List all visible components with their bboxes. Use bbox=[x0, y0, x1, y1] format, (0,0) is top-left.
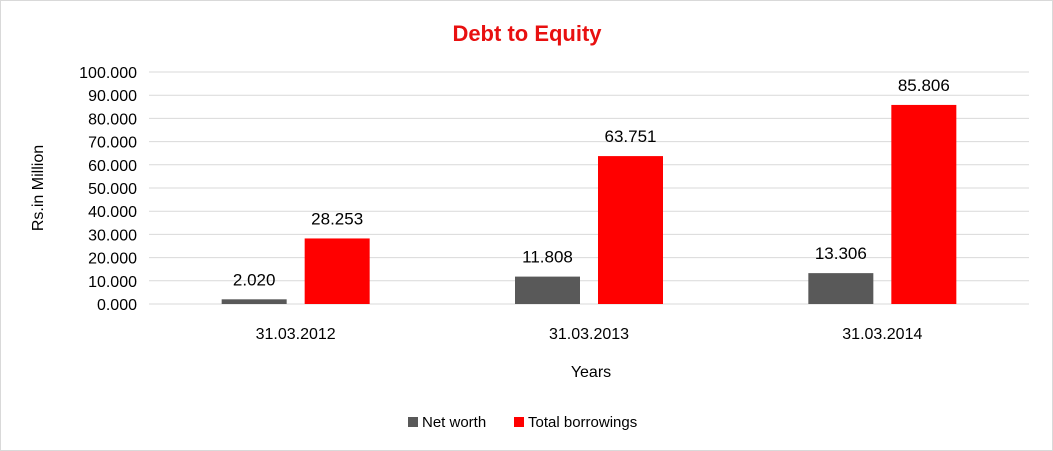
data-labels: 2.020 28.253 11.808 63.751 13.306 85.806 bbox=[233, 76, 950, 289]
data-label: 13.306 bbox=[815, 244, 867, 263]
y-tick-label: 40.000 bbox=[88, 204, 137, 221]
y-tick-label: 90.000 bbox=[88, 88, 137, 105]
bar bbox=[808, 273, 874, 304]
y-tick-label: 0.000 bbox=[97, 297, 137, 314]
x-tick-label: 31.03.2012 bbox=[256, 326, 336, 343]
y-tick-label: 100.000 bbox=[79, 65, 137, 82]
x-axis-ticks: 31.03.2012 31.03.2013 31.03.2014 bbox=[256, 326, 923, 343]
y-axis-ticks: 0.000 10.000 20.000 30.000 40.000 50.000 60.00… bbox=[79, 65, 137, 314]
data-label: 63.751 bbox=[605, 127, 657, 146]
data-label: 2.020 bbox=[233, 270, 276, 289]
legend-label: Total borrowings bbox=[528, 414, 637, 431]
legend-label: Net worth bbox=[422, 414, 486, 431]
x-tick-label: 31.03.2013 bbox=[549, 326, 629, 343]
y-tick-label: 60.000 bbox=[88, 158, 137, 175]
x-axis-title: Years bbox=[571, 364, 611, 381]
chart-title: Debt to Equity bbox=[452, 21, 602, 46]
y-tick-label: 50.000 bbox=[88, 181, 137, 198]
legend-swatch bbox=[514, 417, 524, 427]
legend-swatch bbox=[408, 417, 418, 427]
legend: Net worth Total borrowings bbox=[408, 414, 637, 431]
bar bbox=[515, 276, 580, 304]
y-tick-label: 70.000 bbox=[88, 135, 137, 152]
bars bbox=[221, 104, 957, 304]
y-axis-title: Rs.in Million bbox=[30, 145, 47, 231]
y-tick-label: 20.000 bbox=[88, 251, 137, 268]
bar bbox=[221, 299, 287, 304]
bar bbox=[598, 156, 663, 304]
y-tick-label: 30.000 bbox=[88, 227, 137, 244]
y-tick-label: 80.000 bbox=[88, 111, 137, 128]
data-label: 85.806 bbox=[898, 76, 950, 95]
y-tick-label: 10.000 bbox=[88, 274, 137, 291]
data-label: 28.253 bbox=[311, 209, 363, 228]
bar bbox=[891, 104, 957, 304]
bar bbox=[304, 238, 370, 304]
x-tick-label: 31.03.2014 bbox=[842, 326, 922, 343]
data-label: 11.808 bbox=[522, 248, 573, 267]
gridlines bbox=[149, 71, 1029, 305]
